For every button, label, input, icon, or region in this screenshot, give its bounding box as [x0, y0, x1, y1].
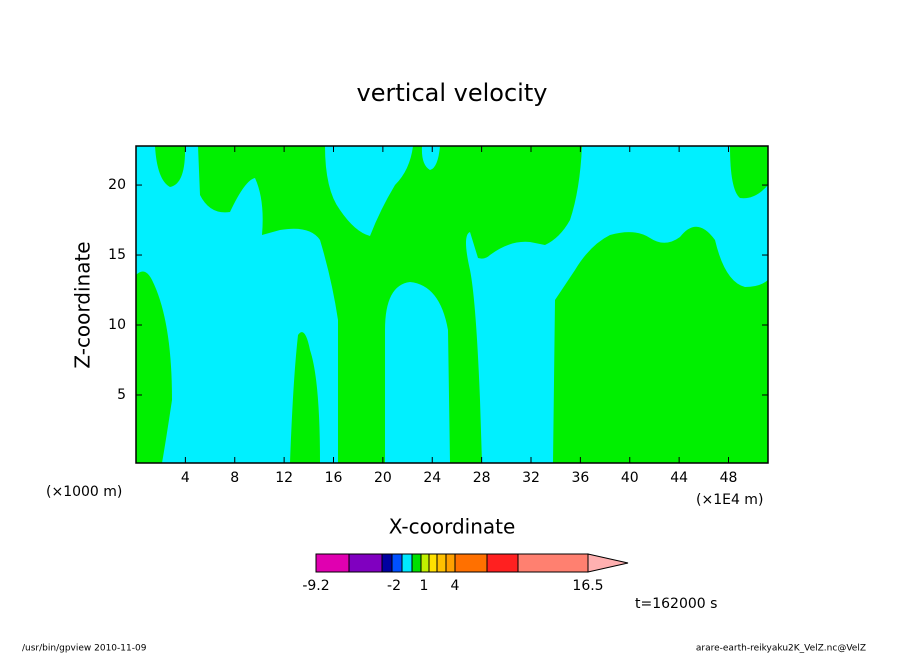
contour-region: [198, 146, 582, 463]
colorbar-label: 1: [420, 578, 429, 594]
x-tick-label: 28: [473, 470, 491, 486]
x-tick-label: 24: [423, 470, 441, 486]
colorbar-segment: [401, 553, 413, 573]
colorbar-label: 4: [451, 578, 460, 594]
x-tick-label: 40: [621, 470, 639, 486]
y-tick-label: 5: [117, 387, 126, 403]
footer-left: /usr/bin/gpview 2010-11-09: [22, 644, 147, 654]
x-tick-label: 4: [181, 470, 190, 486]
y-tick-label: 20: [108, 177, 126, 193]
chart-title: vertical velocity: [357, 79, 548, 107]
x-unit-label-right: (×1E4 m): [696, 492, 763, 508]
contour-region: [730, 146, 768, 199]
colorbar-segment: [420, 553, 430, 573]
colorbar-segment: [436, 553, 447, 573]
y-tick-label: 10: [108, 317, 126, 333]
colorbar-label: -2: [387, 578, 401, 594]
x-unit-label: (×1000 m): [46, 484, 122, 500]
x-tick-label: 36: [571, 470, 589, 486]
colorbar-segment: [348, 553, 383, 573]
colorbar-label: -9.2: [302, 578, 329, 594]
x-tick-label: 8: [230, 470, 239, 486]
contour-region: [155, 146, 186, 187]
colorbar-segment: [517, 553, 589, 573]
x-tick-label: 48: [720, 470, 738, 486]
y-tick-label: 15: [108, 247, 126, 263]
x-tick-label: 16: [325, 470, 343, 486]
time-label: t=162000 s: [635, 596, 717, 612]
footer-right: arare-earth-reikyaku2K_VelZ.nc@VelZ: [696, 644, 866, 654]
contour-region: [553, 226, 768, 463]
x-tick-label: 20: [374, 470, 392, 486]
contour-field: [136, 146, 768, 463]
colorbar-segment: [391, 553, 403, 573]
y-axis-title: Z-coordinate: [71, 241, 95, 368]
colorbar-segment: [315, 553, 350, 573]
colorbar-segment: [454, 553, 488, 573]
contour-region: [136, 271, 172, 463]
colorbar-extension: [587, 553, 629, 573]
plot-frame: [135, 145, 769, 464]
x-axis-title: X-coordinate: [389, 515, 516, 539]
colorbar-segment: [428, 553, 438, 573]
colorbar-segment: [381, 553, 393, 573]
colorbar-label: 16.5: [572, 578, 603, 594]
x-tick-label: 32: [522, 470, 540, 486]
colorbar-segment: [445, 553, 456, 573]
x-tick-label: 12: [275, 470, 293, 486]
colorbar-segment: [411, 553, 422, 573]
x-tick-label: 44: [670, 470, 688, 486]
colorbar-segment: [486, 553, 519, 573]
contour-region: [290, 332, 320, 463]
colorbar: [315, 553, 629, 573]
